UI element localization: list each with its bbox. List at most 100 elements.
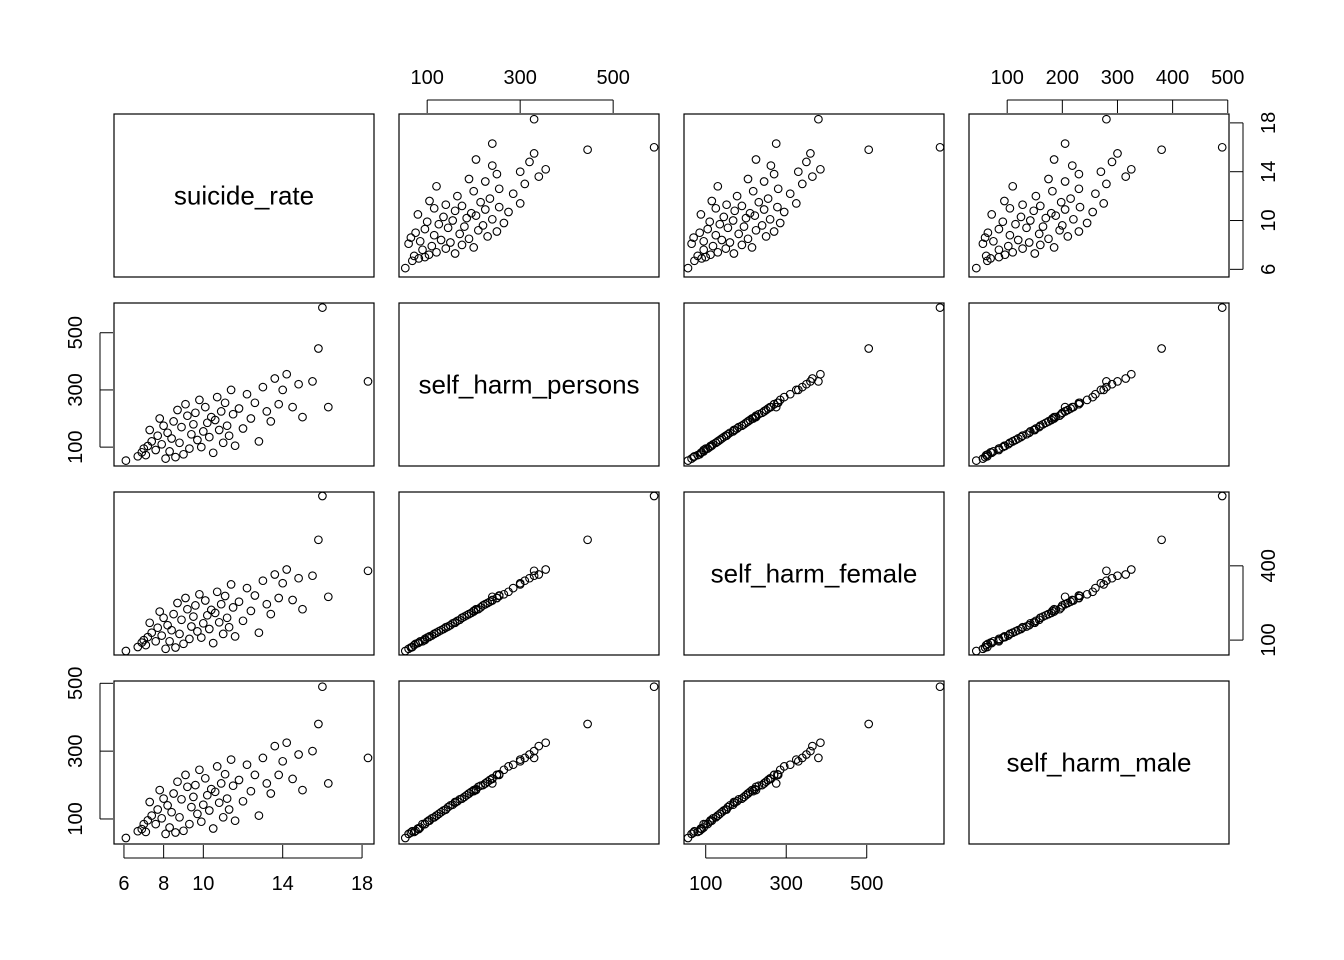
data-point — [323, 779, 333, 788]
data-point — [266, 789, 276, 798]
tick-label: 300 — [65, 734, 87, 767]
data-point — [935, 142, 945, 152]
panel-self_harm_male-vs-self_harm_male: self_harm_male — [968, 680, 1230, 845]
data-point — [687, 454, 696, 463]
data-point — [161, 454, 170, 463]
data-point — [187, 429, 196, 439]
data-point — [189, 792, 198, 802]
tick-label: 100 — [410, 67, 443, 89]
data-point — [508, 189, 518, 199]
data-point — [1066, 597, 1075, 607]
data-point — [1082, 395, 1092, 405]
data-point — [1057, 221, 1067, 230]
data-point — [1113, 149, 1122, 158]
data-point — [529, 566, 539, 576]
data-point — [737, 794, 747, 803]
data-point — [238, 424, 248, 433]
data-point — [208, 824, 218, 833]
data-point — [1030, 249, 1040, 258]
data-point — [1067, 595, 1077, 605]
data-point — [216, 599, 226, 609]
data-point — [980, 452, 990, 462]
data-point — [250, 591, 260, 600]
tick-label: 14 — [1258, 161, 1280, 183]
data-point — [750, 211, 760, 220]
data-point — [766, 161, 776, 170]
data-point — [220, 398, 230, 408]
panel-self_harm_female-vs-self_harm_female: self_harm_female — [683, 491, 945, 656]
data-point — [404, 239, 413, 249]
data-point — [485, 597, 495, 607]
data-point — [173, 777, 182, 787]
data-point — [450, 798, 460, 808]
data-point — [414, 254, 424, 263]
data-point — [713, 811, 723, 820]
data-point — [773, 184, 783, 194]
data-point — [216, 779, 226, 788]
data-point — [1011, 219, 1020, 229]
data-point — [298, 412, 307, 422]
data-point — [274, 770, 284, 780]
data-point — [1107, 379, 1117, 389]
data-point — [739, 222, 749, 231]
data-point — [270, 741, 280, 751]
data-point — [737, 240, 747, 250]
panel-self_harm_female-vs-self_harm_male — [968, 491, 1230, 656]
tick-label: 500 — [65, 316, 87, 349]
right-axis-suicide_rate: 6 10 14 18 — [1230, 112, 1280, 275]
data-point — [413, 824, 423, 833]
data-point — [1075, 202, 1085, 212]
data-point — [210, 415, 220, 425]
data-point — [1038, 222, 1048, 231]
data-point — [707, 441, 717, 451]
data-point — [159, 794, 168, 803]
data-point — [228, 603, 238, 612]
tick-label: 10 — [192, 873, 214, 895]
data-point — [254, 437, 264, 446]
data-point — [1044, 609, 1053, 619]
data-point — [294, 573, 303, 583]
data-point — [270, 570, 280, 579]
data-point — [785, 760, 795, 770]
data-point — [406, 828, 416, 837]
left-axis-self_harm_male: 100 300 500 — [65, 667, 113, 836]
data-point — [583, 145, 592, 155]
data-point — [649, 142, 659, 152]
data-point — [487, 595, 497, 605]
data-point — [525, 157, 534, 167]
panel-suicide_rate-vs-suicide_rate: suicide_rate — [113, 113, 375, 278]
data-point — [754, 197, 764, 207]
data-point — [298, 604, 307, 614]
data-point — [214, 617, 224, 627]
data-point — [1041, 213, 1051, 223]
panel-self_harm_persons-vs-self_harm_male — [968, 302, 1230, 467]
data-point — [181, 593, 190, 603]
data-point — [515, 755, 525, 764]
data-point — [1025, 618, 1035, 628]
data-point — [730, 206, 740, 216]
data-point — [200, 402, 210, 412]
data-point — [1049, 604, 1059, 614]
panel-frame — [398, 113, 660, 278]
data-point — [191, 408, 200, 418]
data-point — [246, 606, 256, 616]
panel-frame — [113, 491, 375, 656]
data-point — [1008, 247, 1018, 257]
data-point — [469, 243, 479, 252]
data-point — [1074, 184, 1084, 194]
data-point — [308, 571, 317, 581]
data-point — [729, 249, 739, 258]
data-point — [363, 377, 373, 386]
data-point — [363, 566, 373, 576]
data-point — [425, 632, 434, 641]
panel-suicide_rate-vs-self_harm_male — [968, 113, 1230, 278]
data-point — [314, 535, 323, 545]
data-point — [1102, 179, 1111, 189]
data-point — [471, 211, 481, 220]
data-point — [743, 417, 753, 426]
data-point — [1067, 161, 1077, 170]
data-point — [443, 223, 453, 233]
panel-self_harm_male-vs-self_harm_persons — [398, 680, 660, 845]
data-point — [175, 629, 184, 639]
data-point — [294, 379, 303, 389]
